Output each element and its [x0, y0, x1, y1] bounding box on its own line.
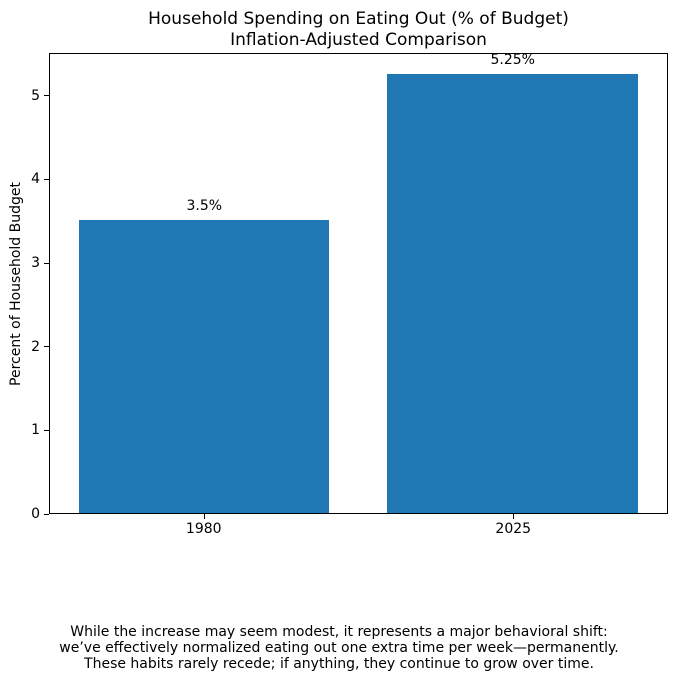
- y-tick-label-3: 3: [31, 255, 40, 272]
- footer-note: While the increase may seem modest, it r…: [0, 624, 678, 672]
- y-tick-mark: [44, 262, 49, 264]
- y-axis-label: Percent of Household Budget: [8, 182, 24, 386]
- y-tick-label-0: 0: [31, 506, 40, 522]
- y-tick-mark: [44, 346, 49, 348]
- chart-title-line1: Household Spending on Eating Out (% of B…: [148, 9, 569, 29]
- y-tick-label-5: 5: [31, 87, 40, 104]
- footer-line3: These habits rarely recede; if anything,…: [84, 656, 594, 672]
- y-tick-mark: [44, 95, 49, 97]
- y-tick-label-1: 1: [31, 422, 40, 439]
- bar-1980: [78, 220, 330, 513]
- chart-title: Household Spending on Eating Out (% of B…: [49, 9, 668, 51]
- y-tick-mark: [44, 513, 49, 515]
- y-tick-label-4: 4: [31, 171, 40, 188]
- plot-area: 3.5% 5.25%: [49, 51, 668, 514]
- footer-line1: While the increase may seem modest, it r…: [70, 624, 608, 640]
- y-tick-label-2: 2: [31, 338, 40, 355]
- footer-line2: we’ve effectively normalized eating out …: [59, 640, 619, 656]
- x-tick-label-1980: 1980: [185, 521, 222, 537]
- bar-2025: [387, 73, 638, 513]
- x-tick-mark: [513, 514, 515, 519]
- y-tick-mark: [44, 429, 49, 431]
- y-tick-mark: [44, 178, 49, 180]
- bar-value-label-1980: 3.5%: [186, 198, 223, 215]
- bar-value-label-2025: 5.25%: [490, 51, 535, 68]
- x-tick-label-2025: 2025: [495, 521, 532, 537]
- x-tick-mark: [203, 514, 205, 519]
- chart-title-line2: Inflation-Adjusted Comparison: [230, 30, 487, 50]
